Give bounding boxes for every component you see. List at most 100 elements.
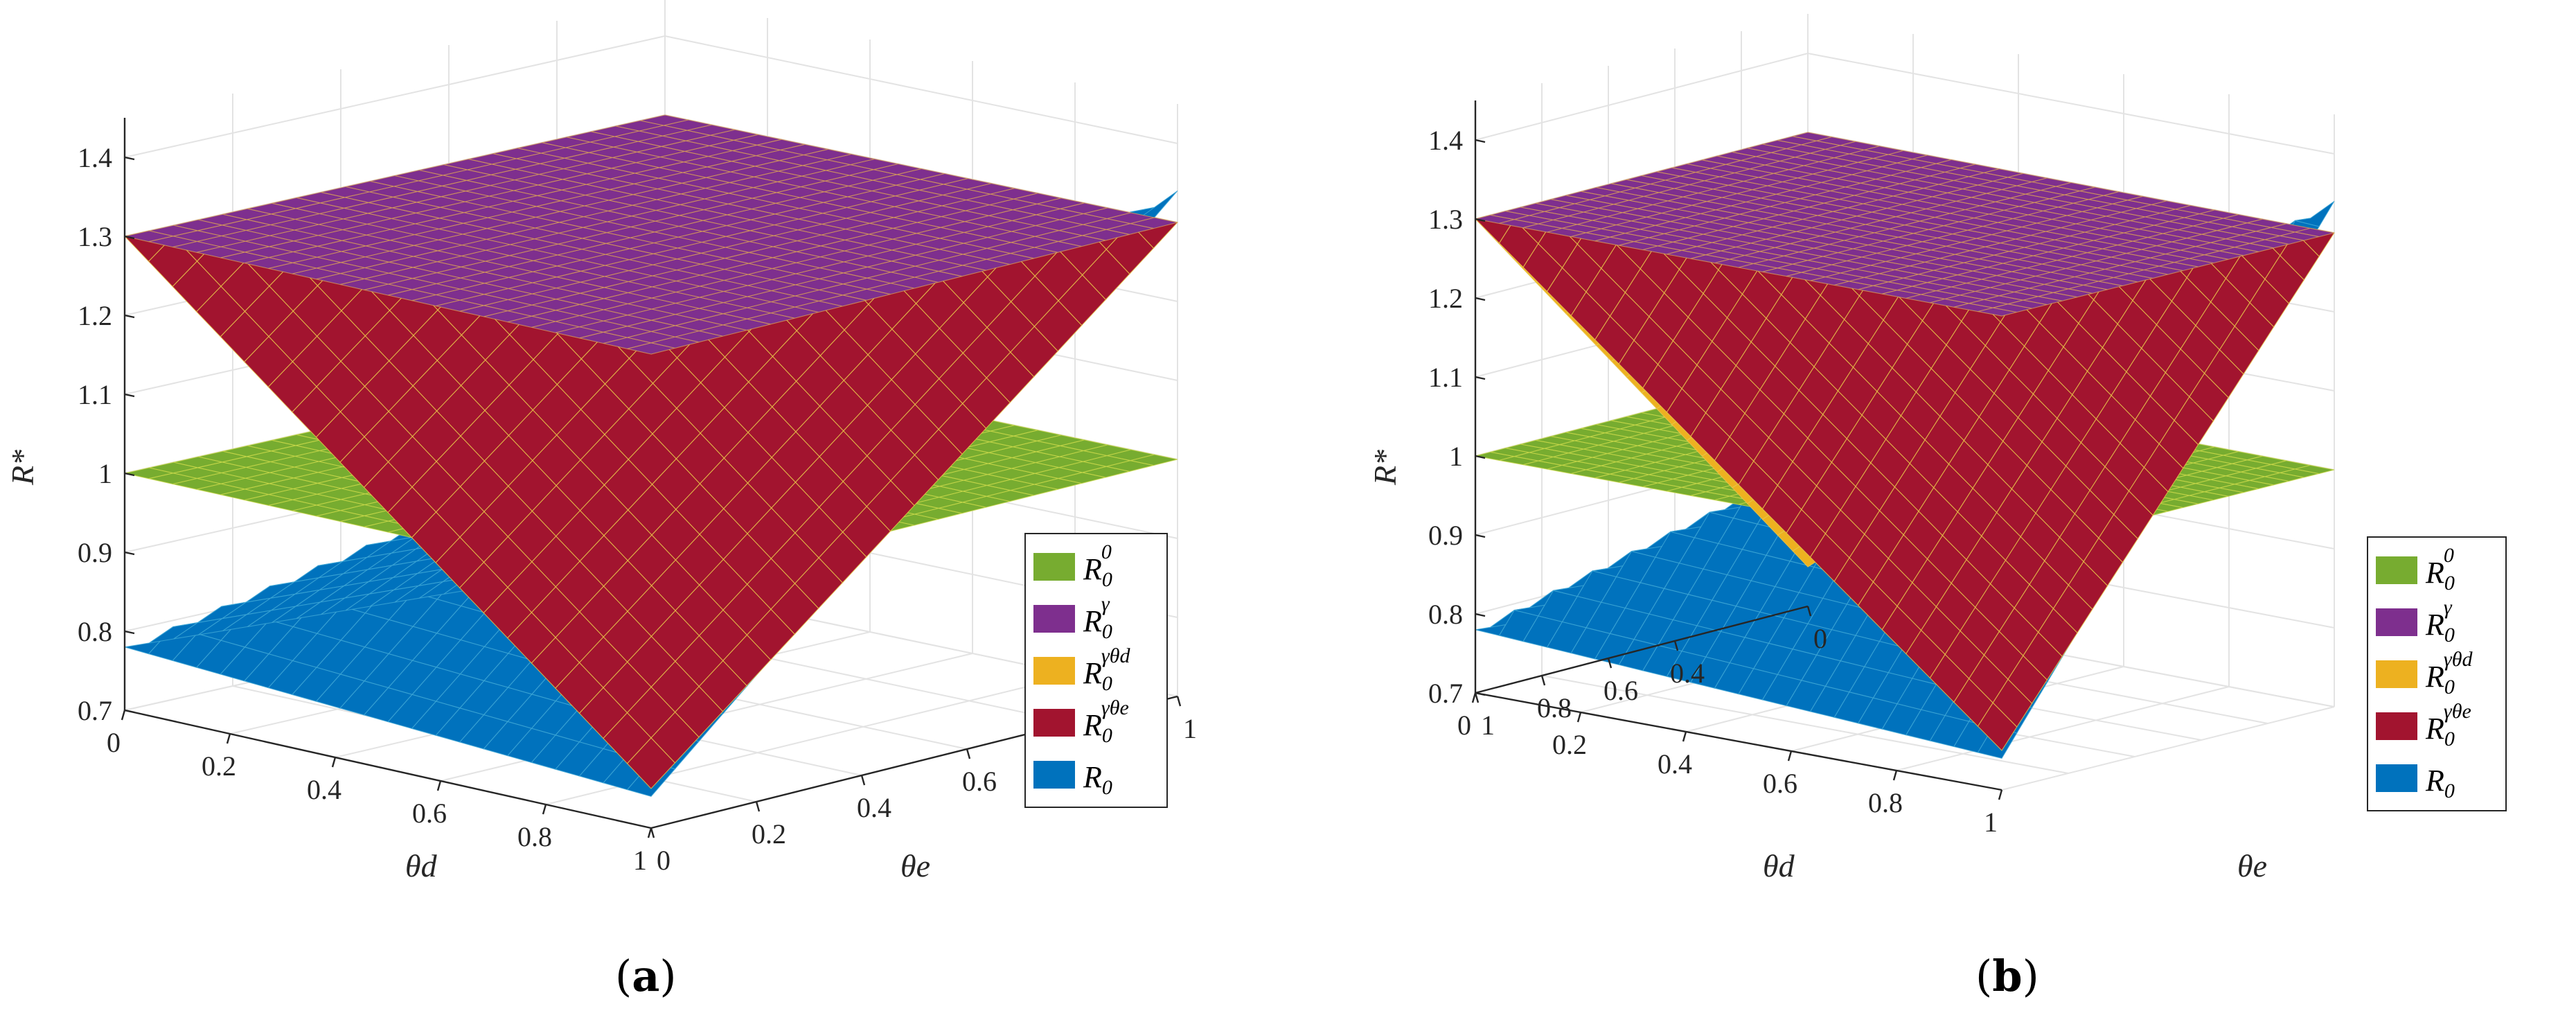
- b-theta-d-tick-label: 0.8: [1868, 787, 1903, 818]
- b-theta-d-tick-label: 0.2: [1552, 729, 1587, 760]
- b-theta-e-axis-label: θe: [2237, 848, 2267, 883]
- b-surface-cell: [2295, 464, 2335, 475]
- b-z-tick-label: 1.4: [1428, 125, 1463, 156]
- b-theta-e-tick-mark: [1540, 675, 1546, 686]
- a-legend-sub: 0: [1102, 776, 1112, 799]
- a-z-tick-mark: [124, 314, 135, 319]
- b-z-tick-label: 0.7: [1428, 678, 1463, 709]
- b-theta-d-tick-label: 0.4: [1658, 748, 1692, 780]
- b-caption-letter: b: [1992, 951, 2022, 1001]
- a-theta-e-tick-label: 0.6: [962, 766, 997, 797]
- a-theta-d-tick-label: 0.2: [202, 750, 236, 782]
- b-legend-swatch: [2376, 660, 2417, 688]
- a-caption: (a): [615, 951, 677, 1001]
- a-caption-open-paren: (: [615, 951, 632, 1001]
- a-legend-sub: 0: [1102, 672, 1112, 695]
- b-legend-sup: γ: [2444, 596, 2453, 619]
- b-theta-e-tick-mark: [1673, 640, 1679, 651]
- b-theta-d-tick-mark: [1892, 770, 1898, 781]
- a-theta-d-tick-mark: [647, 827, 652, 838]
- b-caption: (b): [1975, 951, 2039, 1001]
- a-theta-e-tick-mark: [966, 748, 971, 759]
- b-theta-e-tick-mark: [1607, 658, 1613, 669]
- b-grid-line: [1541, 675, 2069, 774]
- b-theta-d-axis-label: θd: [1763, 848, 1795, 883]
- b-theta-d-tick-label: 0.6: [1763, 768, 1797, 799]
- a-legend-sup: γθd: [1101, 644, 1131, 667]
- b-theta-e-tick-label: 0.4: [1670, 658, 1705, 689]
- b-legend-sub: 0: [2444, 676, 2455, 698]
- a-theta-d-tick-label: 1: [633, 845, 647, 876]
- b-z-tick-mark: [1475, 139, 1486, 143]
- panel-b: 0.7 0.8 0.9 1 1.1 1.2 1.3 1.4 0 0.2 0.4 0.6 0.8 1 1 0.8…: [1367, 14, 2507, 1001]
- b-grid-line: [1475, 53, 1809, 141]
- a-theta-e-axis-label: θe: [900, 848, 930, 883]
- a-legend-swatch: [1033, 761, 1075, 789]
- b-theta-e-tick-mark: [1474, 692, 1480, 703]
- a-z-tick-label: 0.9: [78, 537, 112, 568]
- b-z-tick-label: 1.2: [1428, 283, 1463, 314]
- b-z-tick-mark: [1475, 297, 1486, 301]
- a-surface-1: [124, 114, 1178, 355]
- b-theta-d-axis: [1475, 692, 2002, 791]
- a-legend-label: R0: [1083, 760, 1112, 799]
- b-grid-line: [1896, 686, 2230, 771]
- b-z-tick-mark: [1475, 613, 1486, 617]
- b-z-tick-mark: [1475, 692, 1486, 696]
- a-theta-d-tick-mark: [226, 733, 231, 744]
- b-axes: [1474, 100, 2002, 791]
- a-caption-letter: a: [632, 951, 659, 1001]
- b-legend-sub: 0: [2444, 728, 2455, 750]
- b-theta-e-tick-mark: [1806, 606, 1812, 617]
- b-z-tick-label: 0.9: [1428, 520, 1463, 551]
- a-theta-e-tick-mark: [755, 801, 761, 812]
- b-ticks: 0.7 0.8 0.9 1 1.1 1.2 1.3 1.4 0 0.2 0.4 0.6 0.8 1 1 0.8…: [1428, 125, 2003, 838]
- a-theta-d-tick-label: 0: [107, 727, 121, 758]
- a-theta-d-axis-label: θd: [405, 848, 438, 883]
- b-legend-swatch: [2376, 608, 2417, 636]
- b-theta-e-tick-label: 0.8: [1537, 692, 1572, 723]
- a-z-tick-mark: [124, 709, 135, 714]
- b-theta-d-tick-mark: [1576, 712, 1582, 723]
- b-legend-sup: γθe: [2444, 700, 2471, 723]
- a-z-tick-mark: [124, 630, 135, 635]
- a-grid-line: [124, 35, 666, 158]
- b-theta-d-tick-label: 0: [1457, 710, 1471, 741]
- a-z-tick-label: 1.4: [78, 142, 112, 173]
- a-z-tick-mark: [124, 156, 135, 161]
- b-z-tick-mark: [1475, 376, 1486, 380]
- a-legend-sub: 0: [1102, 724, 1112, 747]
- b-z-tick-mark: [1475, 455, 1486, 459]
- b-z-tick-label: 0.8: [1428, 599, 1463, 630]
- b-surface-cell: [2295, 200, 2335, 227]
- a-theta-d-tick-label: 0.6: [412, 798, 447, 829]
- b-grid-line: [1807, 53, 2335, 155]
- b-z-tick-mark: [1475, 218, 1486, 222]
- a-surface-cell: [640, 114, 689, 126]
- a-legend-swatch: [1033, 709, 1075, 737]
- a-z-tick-label: 1: [98, 458, 112, 489]
- a-theta-e-tick-mark: [1176, 696, 1182, 707]
- a-theta-e-tick-label: 1: [1183, 713, 1197, 744]
- a-theta-e-tick-label: 0: [657, 845, 670, 876]
- b-theta-e-tick-label: 0: [1813, 623, 1827, 654]
- a-legend-sup: γθe: [1101, 696, 1129, 719]
- b-legend-swatch: [2376, 764, 2417, 792]
- b-legend-sub: 0: [2444, 780, 2455, 802]
- b-surfaces: [1474, 132, 2335, 759]
- b-z-tick-label: 1.3: [1428, 204, 1463, 235]
- b-surface-cell: [2295, 227, 2335, 238]
- b-theta-d-tick-mark: [1471, 692, 1477, 703]
- b-caption-open-paren: (: [1975, 951, 1992, 1001]
- b-legend-sup: 0: [2444, 544, 2454, 567]
- a-legend-sub: 0: [1102, 568, 1112, 591]
- a-legend-sub: 0: [1102, 620, 1112, 643]
- a-legend-swatch: [1033, 657, 1075, 685]
- b-legend-sub: 0: [2444, 624, 2455, 647]
- a-theta-d-tick-mark: [436, 780, 442, 791]
- b-legend-swatch: [2376, 556, 2417, 584]
- a-z-tick-mark: [124, 472, 135, 477]
